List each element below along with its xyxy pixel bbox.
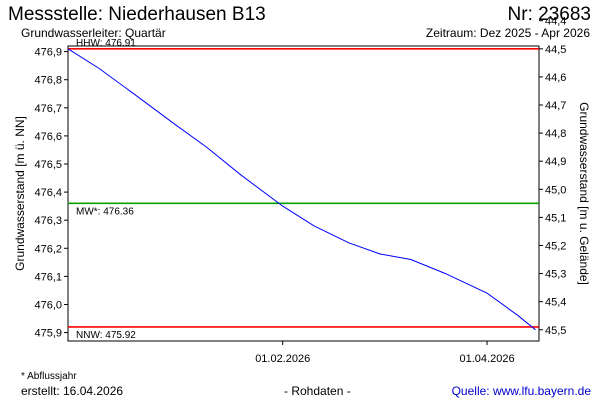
y2-axis-label: Grundwasserstand [m u. Gelände] [577, 102, 591, 285]
plot-frame [67, 45, 540, 342]
footnote: * Abflussjahr [21, 371, 77, 382]
station-title: Messstelle: Niederhausen B13 [8, 4, 266, 25]
y-tick-label: 476,3 [34, 215, 62, 227]
y2-tick-label: 44,7 [545, 100, 566, 112]
y-tick-label: 476,7 [34, 103, 62, 115]
y2-tick-label: 45,1 [545, 212, 566, 224]
source-link[interactable]: Quelle: www.lfu.bayern.de [451, 384, 591, 398]
y2-tick-label: 45,0 [545, 184, 566, 196]
y2-tick-label: 44,9 [545, 156, 566, 168]
y-tick-label: 475,9 [34, 328, 62, 340]
y-tick-label: 476,0 [34, 299, 62, 311]
period-label: Zeitraum: Dez 2025 - Apr 2026 [425, 26, 590, 40]
y2-tick-label: 45,2 [545, 240, 566, 252]
y-tick-label: 476,2 [34, 243, 62, 255]
created-date: erstellt: 16.04.2026 [21, 384, 124, 398]
aquifer-label: Grundwasserleiter: Quartär [21, 26, 166, 40]
reference-label: MW*: 476.36 [76, 206, 134, 217]
reference-label: NNW: 475.92 [76, 330, 136, 341]
y-tick-label: 476,6 [34, 131, 62, 143]
reference-label: HHW: 476.91 [76, 38, 136, 49]
y-tick-label: 476,5 [34, 159, 62, 171]
y-tick-label: 476,1 [34, 271, 62, 283]
y-tick-label: 476,9 [34, 47, 62, 59]
x-tick-label: 01.04.2026 [460, 353, 515, 365]
y2-tick-label: 45,3 [545, 269, 566, 281]
y2-tick-label: 45,5 [545, 325, 566, 337]
series-line [67, 48, 536, 331]
y2-tick-label: 44,8 [545, 128, 566, 140]
x-tick-label: 01.02.2026 [255, 353, 310, 365]
station-number: Nr: 23683 [507, 4, 591, 25]
y2-tick-label: 45,4 [545, 297, 566, 309]
y-axis-label: Grundwasserstand [m ü. NN] [13, 116, 27, 271]
y2-tick-label: 44,6 [545, 72, 566, 84]
y2-tick-label: 44,5 [545, 44, 566, 56]
y-tick-label: 476,4 [34, 187, 62, 199]
rohdaten-label: - Rohdaten - [284, 384, 351, 398]
y-tick-label: 476,8 [34, 75, 62, 87]
y2-tick-label: 44,4 [545, 16, 566, 28]
